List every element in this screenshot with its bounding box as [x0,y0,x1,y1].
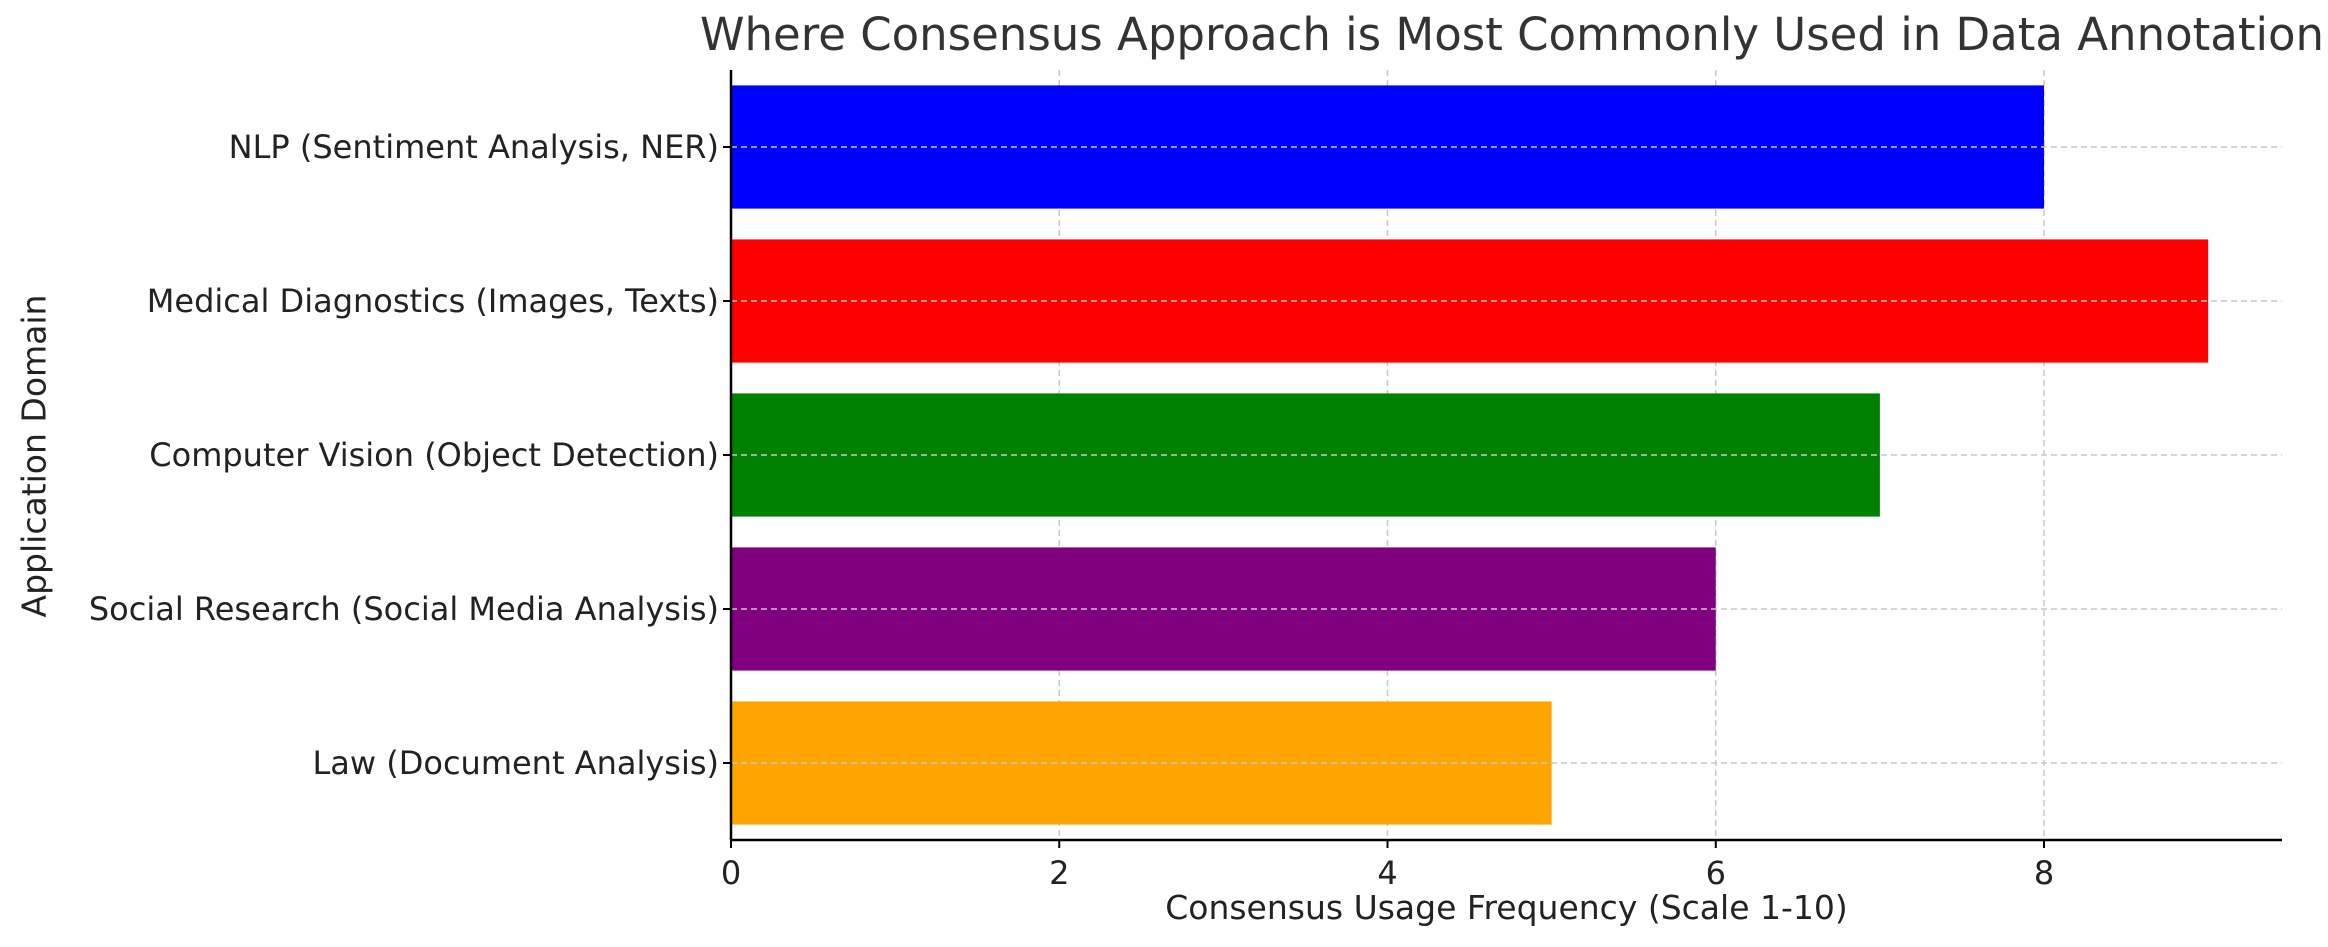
y-tick-label: NLP (Sentiment Analysis, NER) [229,128,719,166]
x-tick-label: 0 [721,854,741,892]
x-tick-label: 6 [1706,854,1726,892]
x-axis-ticks: 0 2 4 6 8 [721,840,2054,892]
x-tick-label: 4 [1377,854,1397,892]
y-tick-label: Social Research (Social Media Analysis) [89,590,719,628]
y-tick-label: Medical Diagnostics (Images, Texts) [147,282,719,320]
bar [731,85,2045,209]
y-tick-label: Computer Vision (Object Detection) [149,436,719,474]
y-axis-label: Application Domain [14,294,54,618]
x-tick-label: 8 [2034,854,2054,892]
x-axis-label: Consensus Usage Frequency (Scale 1-10) [1165,888,1848,927]
y-tick-label: Law (Document Analysis) [312,744,719,782]
chart-title: Where Consensus Approach is Most Commonl… [700,8,2325,61]
x-tick-label: 2 [1049,854,1069,892]
y-axis-ticks: NLP (Sentiment Analysis, NER) Medical Dia… [89,128,731,782]
